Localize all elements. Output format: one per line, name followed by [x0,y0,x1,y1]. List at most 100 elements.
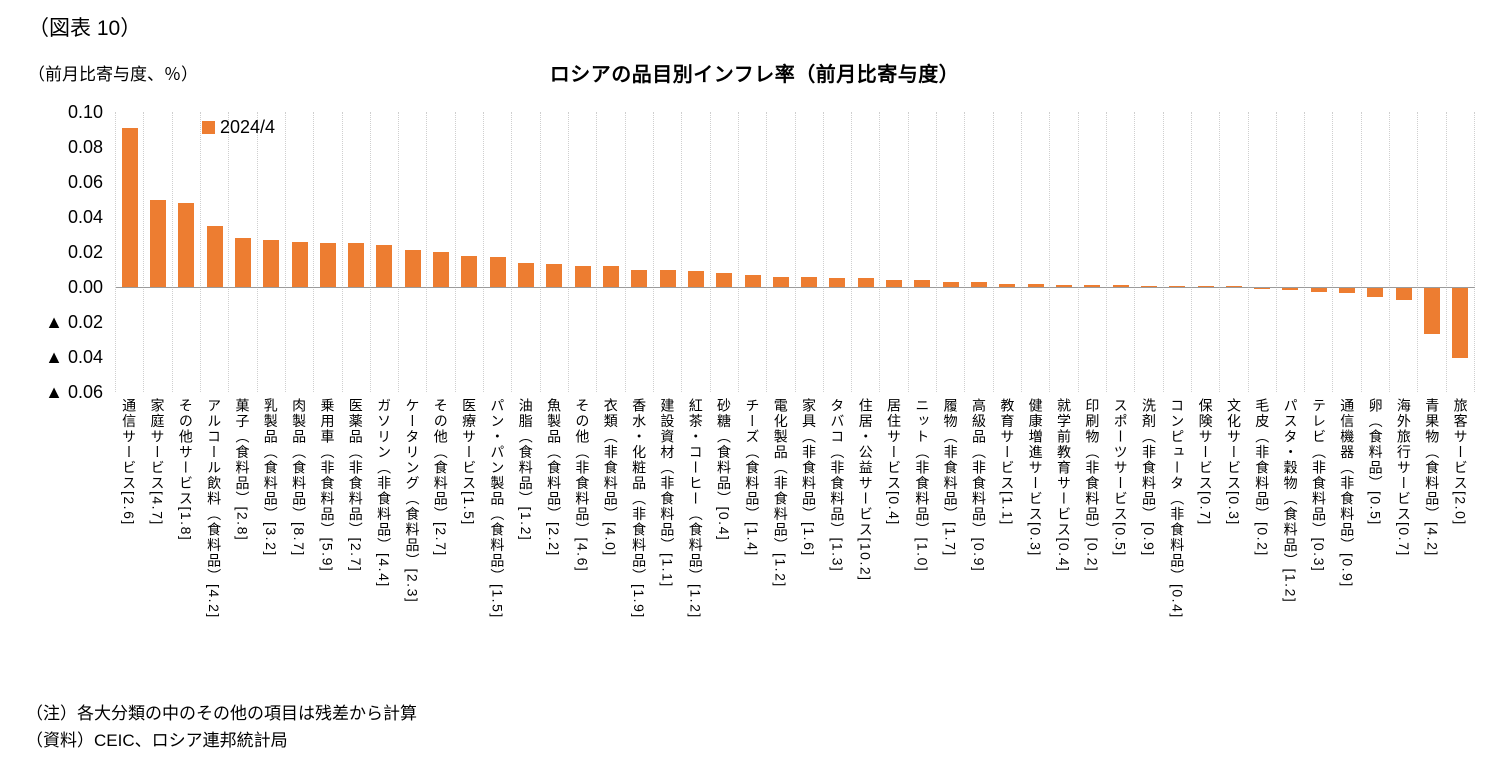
x-category-label: 居住サービス[0.4] [886,398,903,526]
bar [801,276,818,287]
x-label-slot: その他（食料品）[2.7] [427,398,455,698]
x-label-slot: スポーツサービス[0.5] [1106,398,1134,698]
bar-column [880,112,909,392]
x-label-slot: 紅茶・コーヒー（食料品）[1.2] [682,398,710,698]
x-category-label: 魚製品（食料品）[2.2] [546,398,563,557]
y-tick-label: 0.04 [67,207,103,227]
x-category-label: 旅客サービス[2.0] [1452,398,1469,526]
bar-column [597,112,626,392]
x-label-slot: 卵（食料品）[0.5] [1361,398,1389,698]
x-category-label: 建設資材（非食料品）[1.1] [659,398,676,588]
bar-column [456,112,485,392]
x-label-slot: 居住サービス[0.4] [880,398,908,698]
plot-area: 2024/4 [115,112,1475,392]
bar [1169,286,1186,287]
bar [1140,286,1157,287]
bar-column [1447,112,1475,392]
bar-column [201,112,230,392]
figure-label: （図表 10） [28,17,142,40]
bar [886,280,903,287]
bar [1339,288,1356,294]
bar-column [399,112,428,392]
x-category-label: 保険サービス[0.7] [1197,398,1214,526]
bar-column [909,112,938,392]
x-label-slot: チーズ（食料品）[1.4] [738,398,766,698]
bar [687,271,704,287]
x-label-slot: コンピュータ（非食料品）[0.4] [1163,398,1191,698]
x-category-label: 医薬品（非食料品）[2.7] [347,398,364,573]
x-label-slot: ニット（非食料品）[1.0] [908,398,936,698]
bar-column [965,112,994,392]
x-category-label: ガソリン（非食料品）[4.4] [376,398,393,588]
x-category-label: 健康増進サービス[0.3] [1027,398,1044,557]
bar-column [1418,112,1447,392]
bar-column [767,112,796,392]
bar [206,225,223,287]
x-label-slot: その他（非食料品）[4.6] [568,398,596,698]
x-label-slot: 保険サービス[0.7] [1191,398,1219,698]
y-tick-label: 0.10 [67,102,103,122]
x-label-slot: 高級品（非食料品）[0.9] [965,398,993,698]
x-category-label: コンピュータ（非食料品）[0.4] [1169,398,1186,619]
x-category-label: その他（食料品）[2.7] [432,398,449,557]
bar-column [994,112,1022,392]
x-category-label: ニット（非食料品）[1.0] [914,398,931,573]
bar-column [1164,112,1192,392]
x-label-slot: タバコ（非食料品）[1.3] [823,398,851,698]
bar-column [682,112,711,392]
bar [461,255,478,287]
x-label-slot: 洗剤（非食料品）[0.9] [1135,398,1163,698]
bar-column [541,112,569,392]
bar [829,278,846,287]
bar-column [427,112,456,392]
bar [1084,285,1101,287]
x-label-slot: パスタ・穀物（食料品）[1.2] [1276,398,1304,698]
bar [1310,288,1327,292]
x-label-slot: 香水・化粧品（非食料品）[1.9] [625,398,653,698]
x-label-slot: 医療サービス[1.5] [455,398,483,698]
x-category-label: 海外旅行サービス[0.7] [1395,398,1412,557]
bar-column [512,112,541,392]
bar-column [654,112,683,392]
bar [1282,288,1299,290]
x-category-label: 家具（非食料品）[1.6] [801,398,818,557]
bar [914,280,931,287]
x-category-label: 青果物（食料品）[4.2] [1424,398,1441,557]
x-label-slot: 通信機器（非食料品）[0.9] [1333,398,1361,698]
x-category-label: 住居・公益サービス[10.2] [857,398,874,582]
bar [857,278,874,287]
x-label-slot: 医薬品（非食料品）[2.7] [342,398,370,698]
bar [291,241,308,287]
bar [348,243,365,287]
bar [149,199,166,287]
bar-column [144,112,173,392]
x-category-label: 香水・化粧品（非食料品）[1.9] [631,398,648,619]
bar [942,281,959,287]
x-category-label: パスタ・穀物（食料品）[1.2] [1282,398,1299,604]
x-category-label: 履物（非食料品）[1.7] [942,398,959,557]
x-category-label: 乳製品（食料品）[3.2] [262,398,279,557]
bar [376,245,393,287]
x-category-label: 砂糖（食料品）[0.4] [716,398,733,542]
x-category-label: 油脂（食料品）[1.2] [517,398,534,542]
legend-label: 2024/4 [220,117,276,137]
x-label-slot: ケータリング（食料品）[2.3] [398,398,426,698]
bar-column [796,112,824,392]
bar [489,257,506,287]
bar [744,274,761,287]
x-label-slot: ガソリン（非食料品）[4.4] [370,398,398,698]
bar-column [1022,112,1051,392]
bar [1367,288,1384,297]
x-category-label: 電化製品（非食料品）[1.2] [772,398,789,588]
bar [574,266,591,287]
x-category-label: 通信機器（非食料品）[0.9] [1339,398,1356,588]
x-label-slot: 砂糖（食料品）[0.4] [710,398,738,698]
bar-column [1107,112,1136,392]
bar [234,238,251,287]
x-category-label: 肉製品（食料品）[8.7] [291,398,308,557]
x-category-label: 医療サービス[1.5] [461,398,478,526]
x-category-label: 卵（食料品）[0.5] [1367,398,1384,526]
x-label-slot: 印刷物（非食料品）[0.2] [1078,398,1106,698]
x-label-slot: 旅客サービス[2.0] [1446,398,1474,698]
y-tick-label: 0.02 [67,242,103,262]
